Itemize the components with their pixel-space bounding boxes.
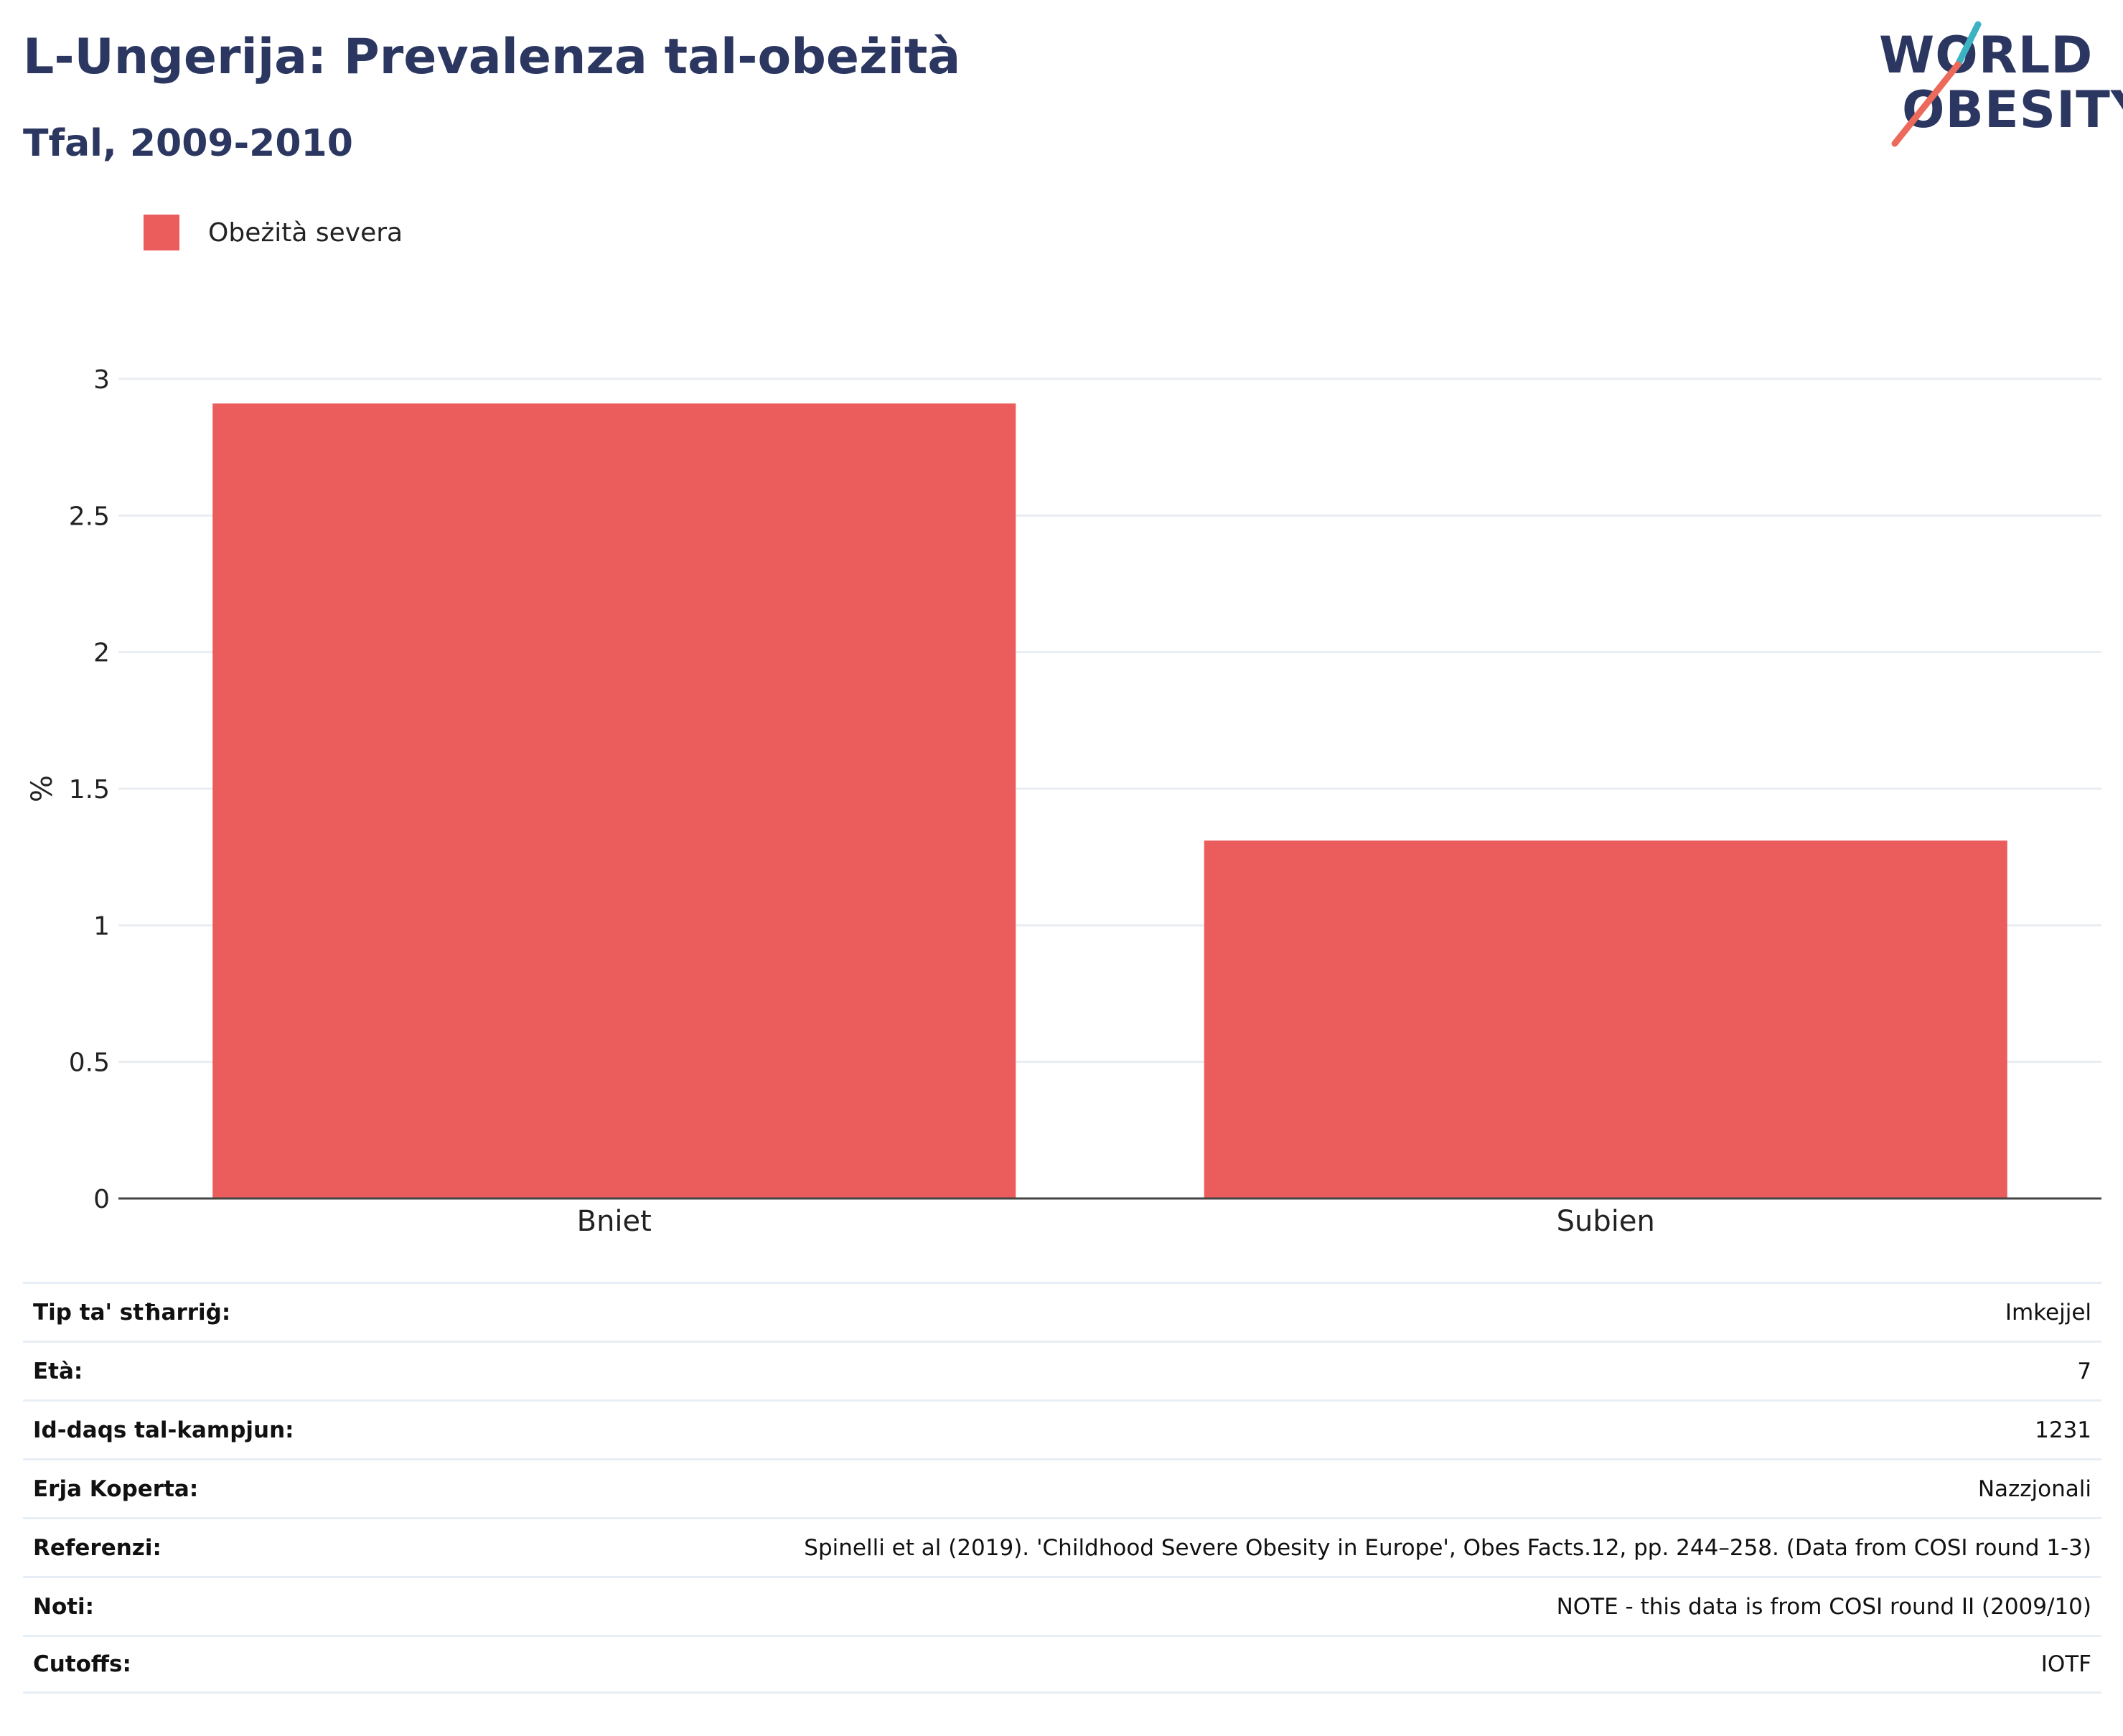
info-key: Erja Koperta: — [33, 1475, 199, 1502]
y-tick-label: 0.5 — [69, 1048, 110, 1078]
x-tick-label: Subien — [1557, 1205, 1655, 1238]
info-value: IOTF — [2040, 1651, 2091, 1677]
info-key: Id-daqs tal-kampjun: — [33, 1417, 294, 1443]
info-key: Età: — [33, 1358, 83, 1384]
info-row: Cutoffs: IOTF — [23, 1635, 2101, 1694]
world-obesity-logo: WORLD OBESITY — [1873, 20, 2123, 149]
y-tick-label: 1.5 — [69, 775, 110, 804]
bar-chart: 0 0.5 1 1.5 2 2.5 3% Bniet Subien — [26, 365, 2101, 1238]
logo-slash-icon — [1891, 21, 1982, 147]
info-key: Noti: — [33, 1593, 95, 1620]
chart-subtitle: Tfal, 2009-2010 — [23, 122, 353, 165]
bar-bniet[interactable] — [212, 403, 1016, 1198]
info-value: Imkejjel — [2005, 1299, 2091, 1326]
x-tick-label: Bniet — [577, 1205, 652, 1238]
info-key: Tip ta' stħarriġ: — [33, 1299, 231, 1326]
info-row: Noti: NOTE - this data is from COSI round… — [23, 1576, 2101, 1635]
info-value: Spinelli et al (2019). 'Childhood Severe… — [804, 1534, 2091, 1561]
info-row: Erja Koperta: Nazzjonali — [23, 1458, 2101, 1517]
y-tick-label: 2.5 — [69, 502, 110, 531]
info-row: Referenzi: Spinelli et al (2019). 'Childh… — [23, 1517, 2101, 1576]
y-tick-label: 1 — [93, 911, 110, 941]
info-row: Id-daqs tal-kampjun: 1231 — [23, 1399, 2101, 1458]
bar-subien[interactable] — [1204, 840, 2007, 1198]
legend: Obeżità severa — [144, 214, 403, 251]
chart-title: L-Ungerija: Prevalenza tal-obeżità — [23, 29, 961, 85]
legend-label-severe-obesity[interactable]: Obeżità severa — [208, 217, 403, 248]
info-table: Tip ta' stħarriġ: Imkejjel Età: 7 Id-daqs ta… — [23, 1282, 2101, 1694]
info-key: Cutoffs: — [33, 1651, 131, 1677]
info-row: Età: 7 — [23, 1341, 2101, 1399]
info-value: 1231 — [2035, 1417, 2091, 1443]
info-row: Tip ta' stħarriġ: Imkejjel — [23, 1282, 2101, 1341]
y-axis-label: % — [26, 775, 59, 802]
y-tick-label: 3 — [93, 365, 110, 395]
y-tick-label: 2 — [93, 639, 110, 668]
info-value: NOTE - this data is from COSI round II (… — [1556, 1593, 2091, 1620]
info-value: Nazzjonali — [1977, 1475, 2091, 1502]
info-key: Referenzi: — [33, 1534, 161, 1561]
logo-line-1: WORLD — [1879, 26, 2094, 85]
y-tick-label: 0 — [93, 1185, 110, 1214]
legend-swatch-severe-obesity[interactable] — [144, 215, 179, 250]
info-value: 7 — [2077, 1358, 2091, 1384]
